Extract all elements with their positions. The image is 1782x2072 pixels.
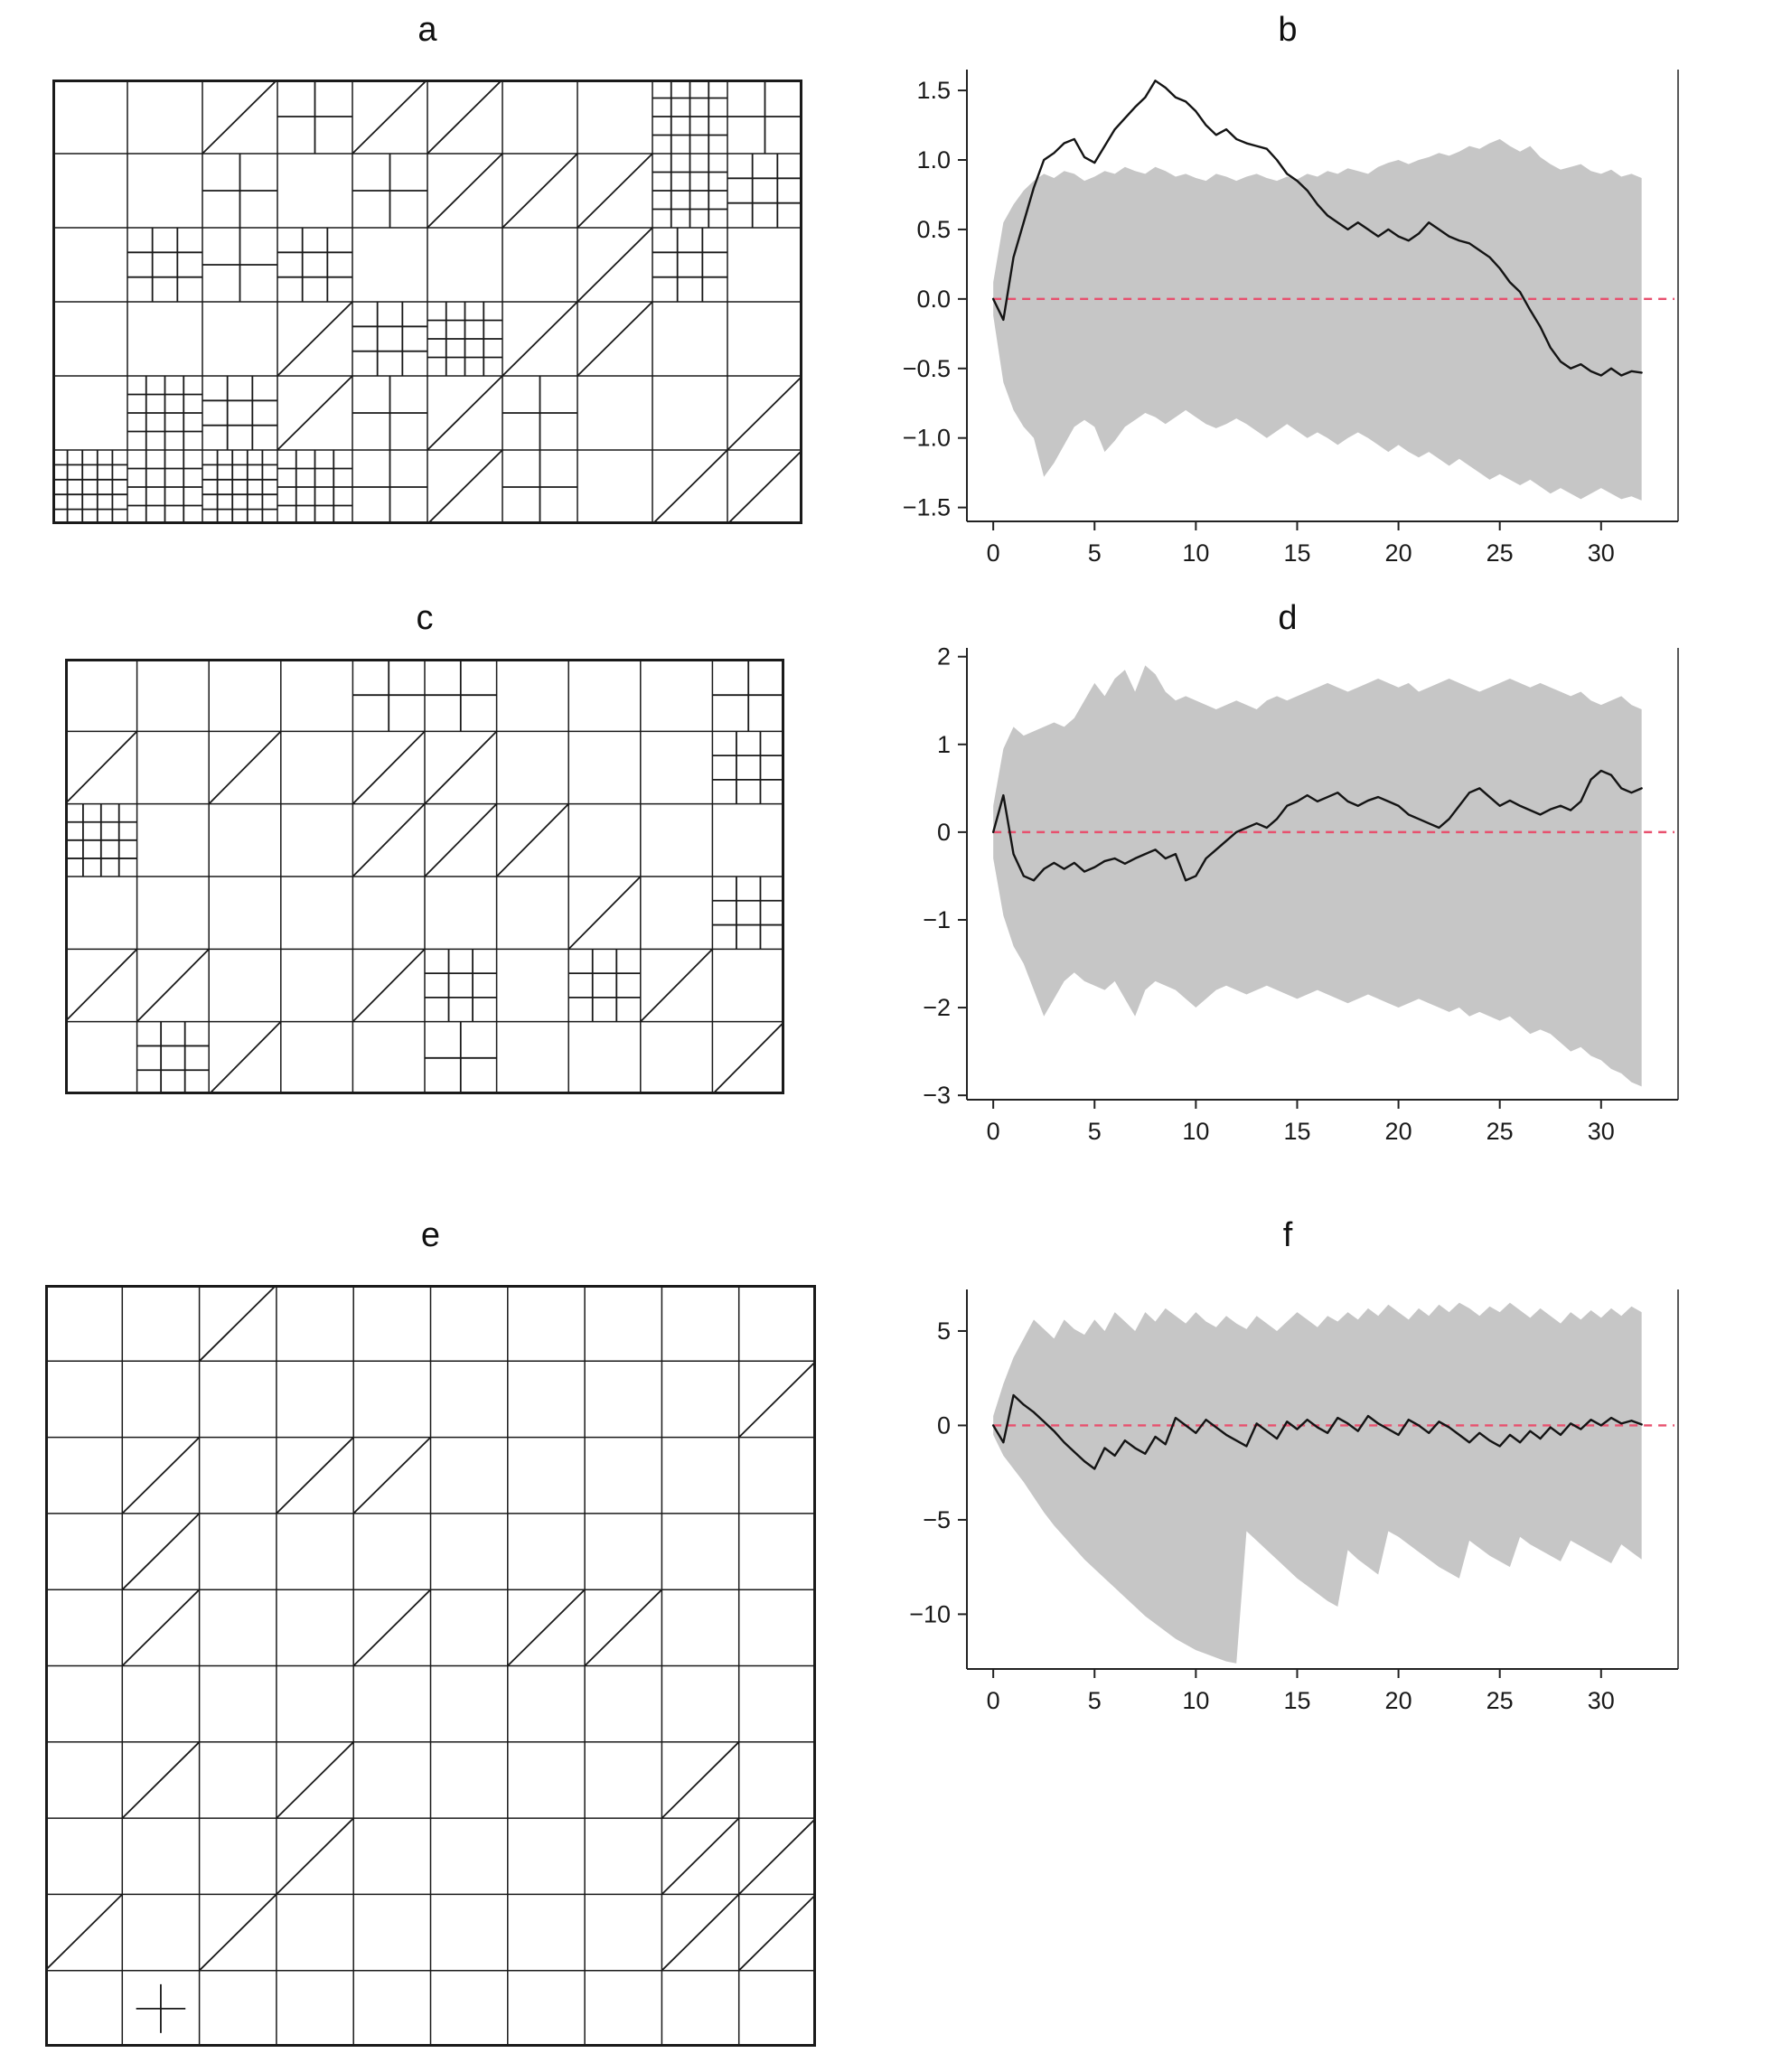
x-tick-label: 25: [1487, 539, 1514, 567]
grid-outer-border: [65, 659, 784, 1094]
y-tick-label: 0.5: [916, 216, 951, 243]
panel-e-label: e: [420, 1216, 441, 1254]
y-tick-label: −1.5: [903, 494, 951, 521]
panel-a-grid-diagram: [52, 80, 802, 524]
x-tick-label: 10: [1182, 1118, 1209, 1145]
confidence-band: [993, 138, 1642, 501]
panel-d-label: d: [1278, 599, 1298, 637]
panel-f-label: f: [1282, 1216, 1293, 1254]
x-tick-label: 20: [1385, 1687, 1412, 1714]
x-tick-label: 0: [987, 1687, 1000, 1714]
y-tick-label: −5: [923, 1506, 951, 1533]
grid-outer-border: [45, 1285, 816, 2047]
panel-c-grid-diagram: [65, 659, 784, 1094]
x-tick-label: 30: [1588, 1687, 1615, 1714]
y-tick-label: 0: [937, 1411, 951, 1439]
panel-b-label: b: [1278, 11, 1298, 49]
y-tick-label: −10: [909, 1600, 951, 1627]
x-tick-label: 30: [1588, 539, 1615, 567]
y-tick-label: −2: [923, 994, 951, 1021]
x-tick-label: 0: [987, 539, 1000, 567]
grid-outer-border: [52, 80, 802, 524]
x-tick-label: 10: [1182, 539, 1209, 567]
y-tick-label: −0.5: [903, 355, 951, 382]
y-tick-label: 1.5: [916, 77, 951, 104]
cell-patterns: [45, 1285, 816, 2033]
x-tick-label: 0: [987, 1118, 1000, 1145]
y-tick-label: 5: [937, 1317, 951, 1345]
confidence-band: [993, 665, 1642, 1087]
y-tick-label: 0: [937, 819, 951, 846]
y-tick-label: 2: [937, 643, 951, 670]
y-tick-label: 0.0: [916, 286, 951, 313]
panel-a-label: a: [417, 11, 437, 49]
x-tick-label: 5: [1088, 1687, 1102, 1714]
x-tick-label: 20: [1385, 539, 1412, 567]
y-tick-label: −1.0: [903, 425, 951, 452]
confidence-band: [993, 1302, 1642, 1664]
panel-e-grid-diagram: [45, 1285, 816, 2047]
y-tick-label: −3: [923, 1082, 951, 1109]
panel-d-line-chart: 0 5 10 15 20 25 30 −3 −2 −1 0 1 2: [923, 643, 1679, 1145]
x-tick-label: 5: [1088, 1118, 1102, 1145]
x-tick-label: 25: [1487, 1687, 1514, 1714]
x-tick-label: 5: [1088, 539, 1102, 567]
x-tick-label: 15: [1283, 1118, 1310, 1145]
x-tick-label: 15: [1283, 539, 1310, 567]
x-tick-label: 25: [1487, 1118, 1514, 1145]
cell-patterns: [52, 80, 802, 524]
x-tick-label: 20: [1385, 1118, 1412, 1145]
y-tick-label: 1.0: [916, 146, 951, 173]
panel-f-line-chart: 0 5 10 15 20 25 30 −10 −5 0 5: [909, 1289, 1679, 1714]
y-tick-label: 1: [937, 731, 951, 758]
data-line: [991, 769, 1643, 882]
cell-patterns: [65, 659, 784, 1094]
y-tick-label: −1: [923, 906, 951, 933]
data-line: [991, 1393, 1643, 1470]
x-tick-label: 10: [1182, 1687, 1209, 1714]
panel-b-line-chart: 0 5 10 15 20 25 30 −1.5 −1.0 −0.5 0.0 0.5 1.0 1.5: [903, 70, 1679, 567]
data-line: [991, 80, 1643, 377]
x-tick-label: 30: [1588, 1118, 1615, 1145]
panel-c-label: c: [416, 599, 434, 637]
x-tick-label: 15: [1283, 1687, 1310, 1714]
